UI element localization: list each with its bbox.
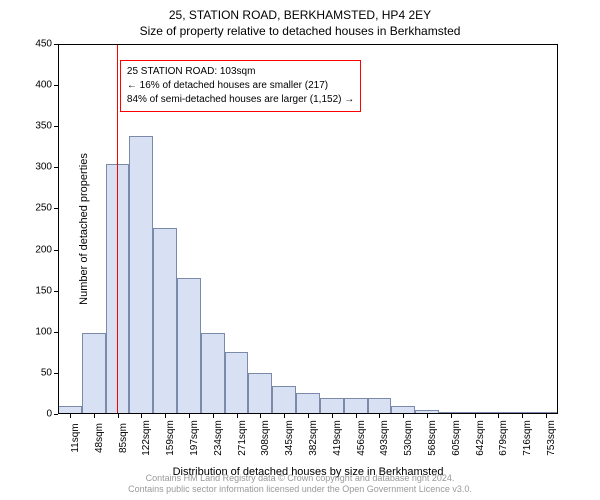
x-tick-label: 271sqm	[237, 420, 248, 456]
x-tick-label: 122sqm	[141, 420, 152, 456]
x-tick-mark	[332, 414, 333, 418]
x-tick-label: 382sqm	[308, 420, 319, 456]
x-tick-label: 308sqm	[260, 420, 271, 456]
y-tick-label: 400	[35, 80, 52, 91]
x-tick-mark	[546, 414, 547, 418]
y-tick-label: 350	[35, 121, 52, 132]
x-tick-label: 493sqm	[379, 420, 390, 456]
x-tick-label: 753sqm	[546, 420, 557, 456]
y-tick-label: 250	[35, 203, 52, 214]
y-tick-label: 0	[46, 409, 52, 420]
x-tick-mark	[165, 414, 166, 418]
bar	[82, 333, 106, 414]
x-tick-label: 197sqm	[189, 420, 200, 456]
x-tick-label: 419sqm	[332, 420, 343, 456]
x-tick-mark	[189, 414, 190, 418]
x-tick-mark	[118, 414, 119, 418]
x-tick-label: 605sqm	[451, 420, 462, 456]
plot-area: Number of detached properties Distributi…	[58, 44, 558, 414]
x-tick-mark	[379, 414, 380, 418]
x-tick-mark	[451, 414, 452, 418]
footer-attribution: Contains HM Land Registry data © Crown c…	[0, 473, 600, 496]
annotation-line-2: ← 16% of detached houses are smaller (21…	[127, 79, 354, 93]
y-tick-mark	[54, 332, 58, 333]
y-tick-mark	[54, 291, 58, 292]
chart-container: 25, STATION ROAD, BERKHAMSTED, HP4 2EY S…	[0, 0, 600, 500]
x-tick-mark	[356, 414, 357, 418]
footer-line-1: Contains HM Land Registry data © Crown c…	[0, 473, 600, 485]
x-tick-label: 85sqm	[118, 423, 129, 453]
y-tick-label: 50	[41, 367, 52, 378]
x-tick-mark	[94, 414, 95, 418]
annotation-box: 25 STATION ROAD: 103sqm ← 16% of detache…	[120, 60, 361, 112]
y-tick-mark	[54, 208, 58, 209]
y-tick-label: 450	[35, 39, 52, 50]
x-tick-mark	[427, 414, 428, 418]
x-tick-label: 11sqm	[70, 423, 81, 452]
y-tick-label: 200	[35, 244, 52, 255]
bar	[129, 136, 153, 414]
bar	[153, 228, 177, 414]
x-tick-mark	[70, 414, 71, 418]
x-tick-mark	[403, 414, 404, 418]
y-tick-label: 100	[35, 326, 52, 337]
x-tick-label: 530sqm	[403, 420, 414, 456]
bar	[177, 278, 201, 414]
y-axis-line	[58, 44, 59, 414]
bar	[368, 398, 392, 414]
footer-line-2: Contains public sector information licen…	[0, 484, 600, 496]
x-tick-label: 159sqm	[165, 420, 176, 456]
x-tick-mark	[498, 414, 499, 418]
bar	[296, 393, 320, 414]
x-tick-mark	[237, 414, 238, 418]
y-tick-mark	[54, 44, 58, 45]
top-axis-line	[58, 44, 558, 45]
x-tick-label: 345sqm	[284, 420, 295, 456]
x-tick-mark	[141, 414, 142, 418]
bar	[201, 333, 225, 414]
x-tick-mark	[522, 414, 523, 418]
bar	[344, 398, 368, 414]
y-tick-mark	[54, 414, 58, 415]
y-tick-label: 300	[35, 162, 52, 173]
y-tick-mark	[54, 373, 58, 374]
y-tick-mark	[54, 167, 58, 168]
y-tick-mark	[54, 85, 58, 86]
x-tick-mark	[260, 414, 261, 418]
x-tick-mark	[475, 414, 476, 418]
x-tick-mark	[308, 414, 309, 418]
right-axis-line	[557, 44, 558, 414]
bar	[272, 386, 296, 414]
x-tick-label: 568sqm	[427, 420, 438, 456]
x-tick-mark	[213, 414, 214, 418]
x-tick-label: 234sqm	[213, 420, 224, 456]
bar	[225, 352, 249, 414]
y-tick-mark	[54, 126, 58, 127]
x-tick-mark	[284, 414, 285, 418]
x-tick-label: 716sqm	[522, 420, 533, 456]
bar	[320, 398, 344, 414]
x-tick-label: 456sqm	[356, 420, 367, 456]
y-tick-mark	[54, 250, 58, 251]
annotation-line-1: 25 STATION ROAD: 103sqm	[127, 65, 354, 79]
chart-subtitle: Size of property relative to detached ho…	[0, 24, 600, 38]
annotation-line-3: 84% of semi-detached houses are larger (…	[127, 93, 354, 107]
chart-title: 25, STATION ROAD, BERKHAMSTED, HP4 2EY	[0, 0, 600, 22]
bar	[248, 373, 272, 414]
reference-marker-line	[117, 44, 118, 414]
x-tick-label: 679sqm	[498, 420, 509, 456]
x-tick-label: 642sqm	[475, 420, 486, 456]
y-tick-label: 150	[35, 285, 52, 296]
x-tick-label: 48sqm	[94, 423, 105, 453]
